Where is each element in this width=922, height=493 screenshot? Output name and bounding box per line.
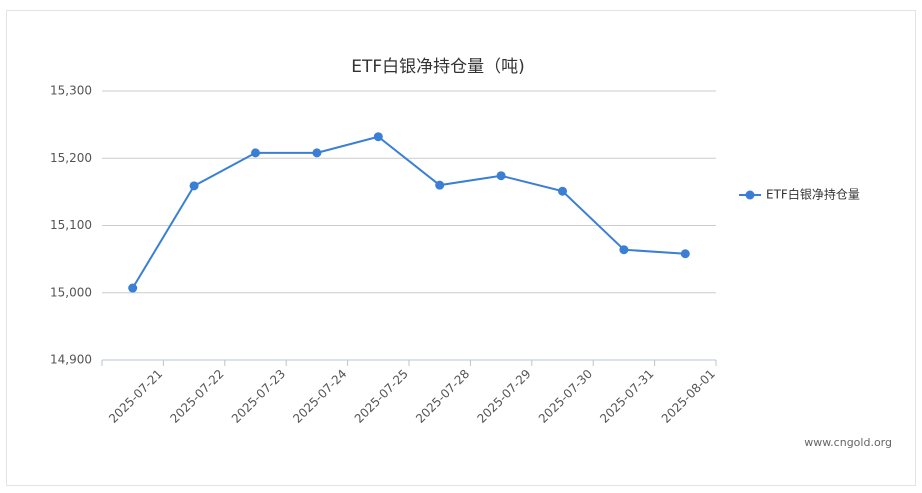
series-line <box>131 135 686 289</box>
data-point <box>680 249 690 259</box>
y-tick-label: 15,300 <box>50 84 92 98</box>
chart-title: ETF白银净持仓量（吨) <box>351 57 525 77</box>
legend-marker <box>745 190 755 200</box>
y-tick-label: 15,100 <box>50 218 92 232</box>
y-tick-label: 15,000 <box>50 285 92 299</box>
data-point <box>435 180 445 190</box>
data-point <box>496 171 506 181</box>
data-point <box>128 283 138 293</box>
y-tick-label: 15,200 <box>50 151 92 165</box>
legend-label: ETF白银净持仓量 <box>766 187 860 202</box>
data-point <box>558 186 567 196</box>
data-point <box>189 181 199 191</box>
y-tick-label: 14,900 <box>50 353 92 367</box>
data-point <box>373 132 383 142</box>
watermark: www.cngold.org <box>804 436 892 449</box>
chart-frame <box>6 10 916 486</box>
data-point <box>619 245 629 255</box>
data-point <box>312 148 322 158</box>
data-point <box>251 148 260 158</box>
